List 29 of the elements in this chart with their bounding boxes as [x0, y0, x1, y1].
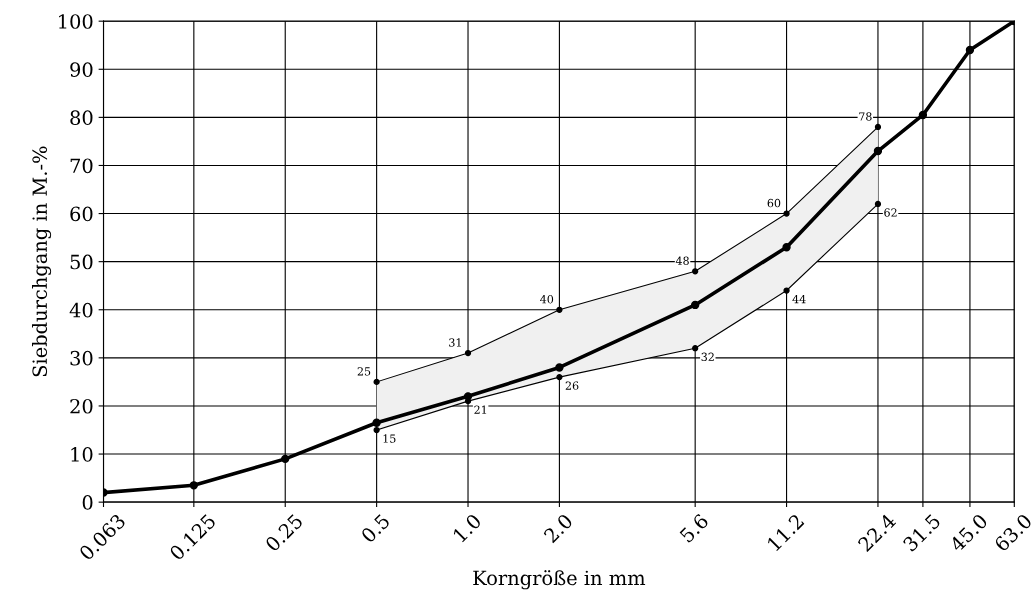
y-tick-label: 0: [82, 495, 93, 510]
data-label: 15: [383, 434, 396, 443]
y-tick-label: 20: [70, 398, 93, 414]
x-tick-label: 2.0: [543, 513, 574, 544]
x-tick-label: 1.0: [452, 513, 483, 543]
data-label: 48: [675, 256, 689, 265]
y-tick-label: 30: [70, 350, 93, 366]
data-label: 40: [540, 295, 554, 304]
y-tick-label: 100: [59, 14, 93, 29]
data-label: 26: [565, 381, 579, 390]
data-label: 44: [792, 294, 806, 304]
data-label: 60: [767, 198, 781, 208]
x-tick-label: 0.5: [360, 513, 391, 544]
y-tick-label: 40: [69, 302, 93, 318]
data-label: 32: [701, 352, 714, 362]
data-label: 62: [884, 208, 897, 217]
y-axis-title: Siebdurchgang in M.-%: [32, 146, 52, 377]
y-tick-label: 10: [71, 447, 93, 462]
y-tick-label: 50: [70, 254, 93, 270]
y-tick-label: 80: [70, 110, 93, 126]
y-tick-label: 60: [70, 206, 93, 222]
y-tick-label: 70: [70, 158, 93, 174]
data-label: 25: [357, 367, 371, 376]
data-label: 21: [474, 405, 487, 414]
data-label: 78: [859, 112, 872, 121]
x-axis-title: Korngröße in mm: [473, 570, 646, 590]
y-tick-label: 90: [70, 62, 93, 77]
data-label: 31: [449, 338, 461, 347]
x-tick-label: 5.6: [679, 512, 710, 544]
